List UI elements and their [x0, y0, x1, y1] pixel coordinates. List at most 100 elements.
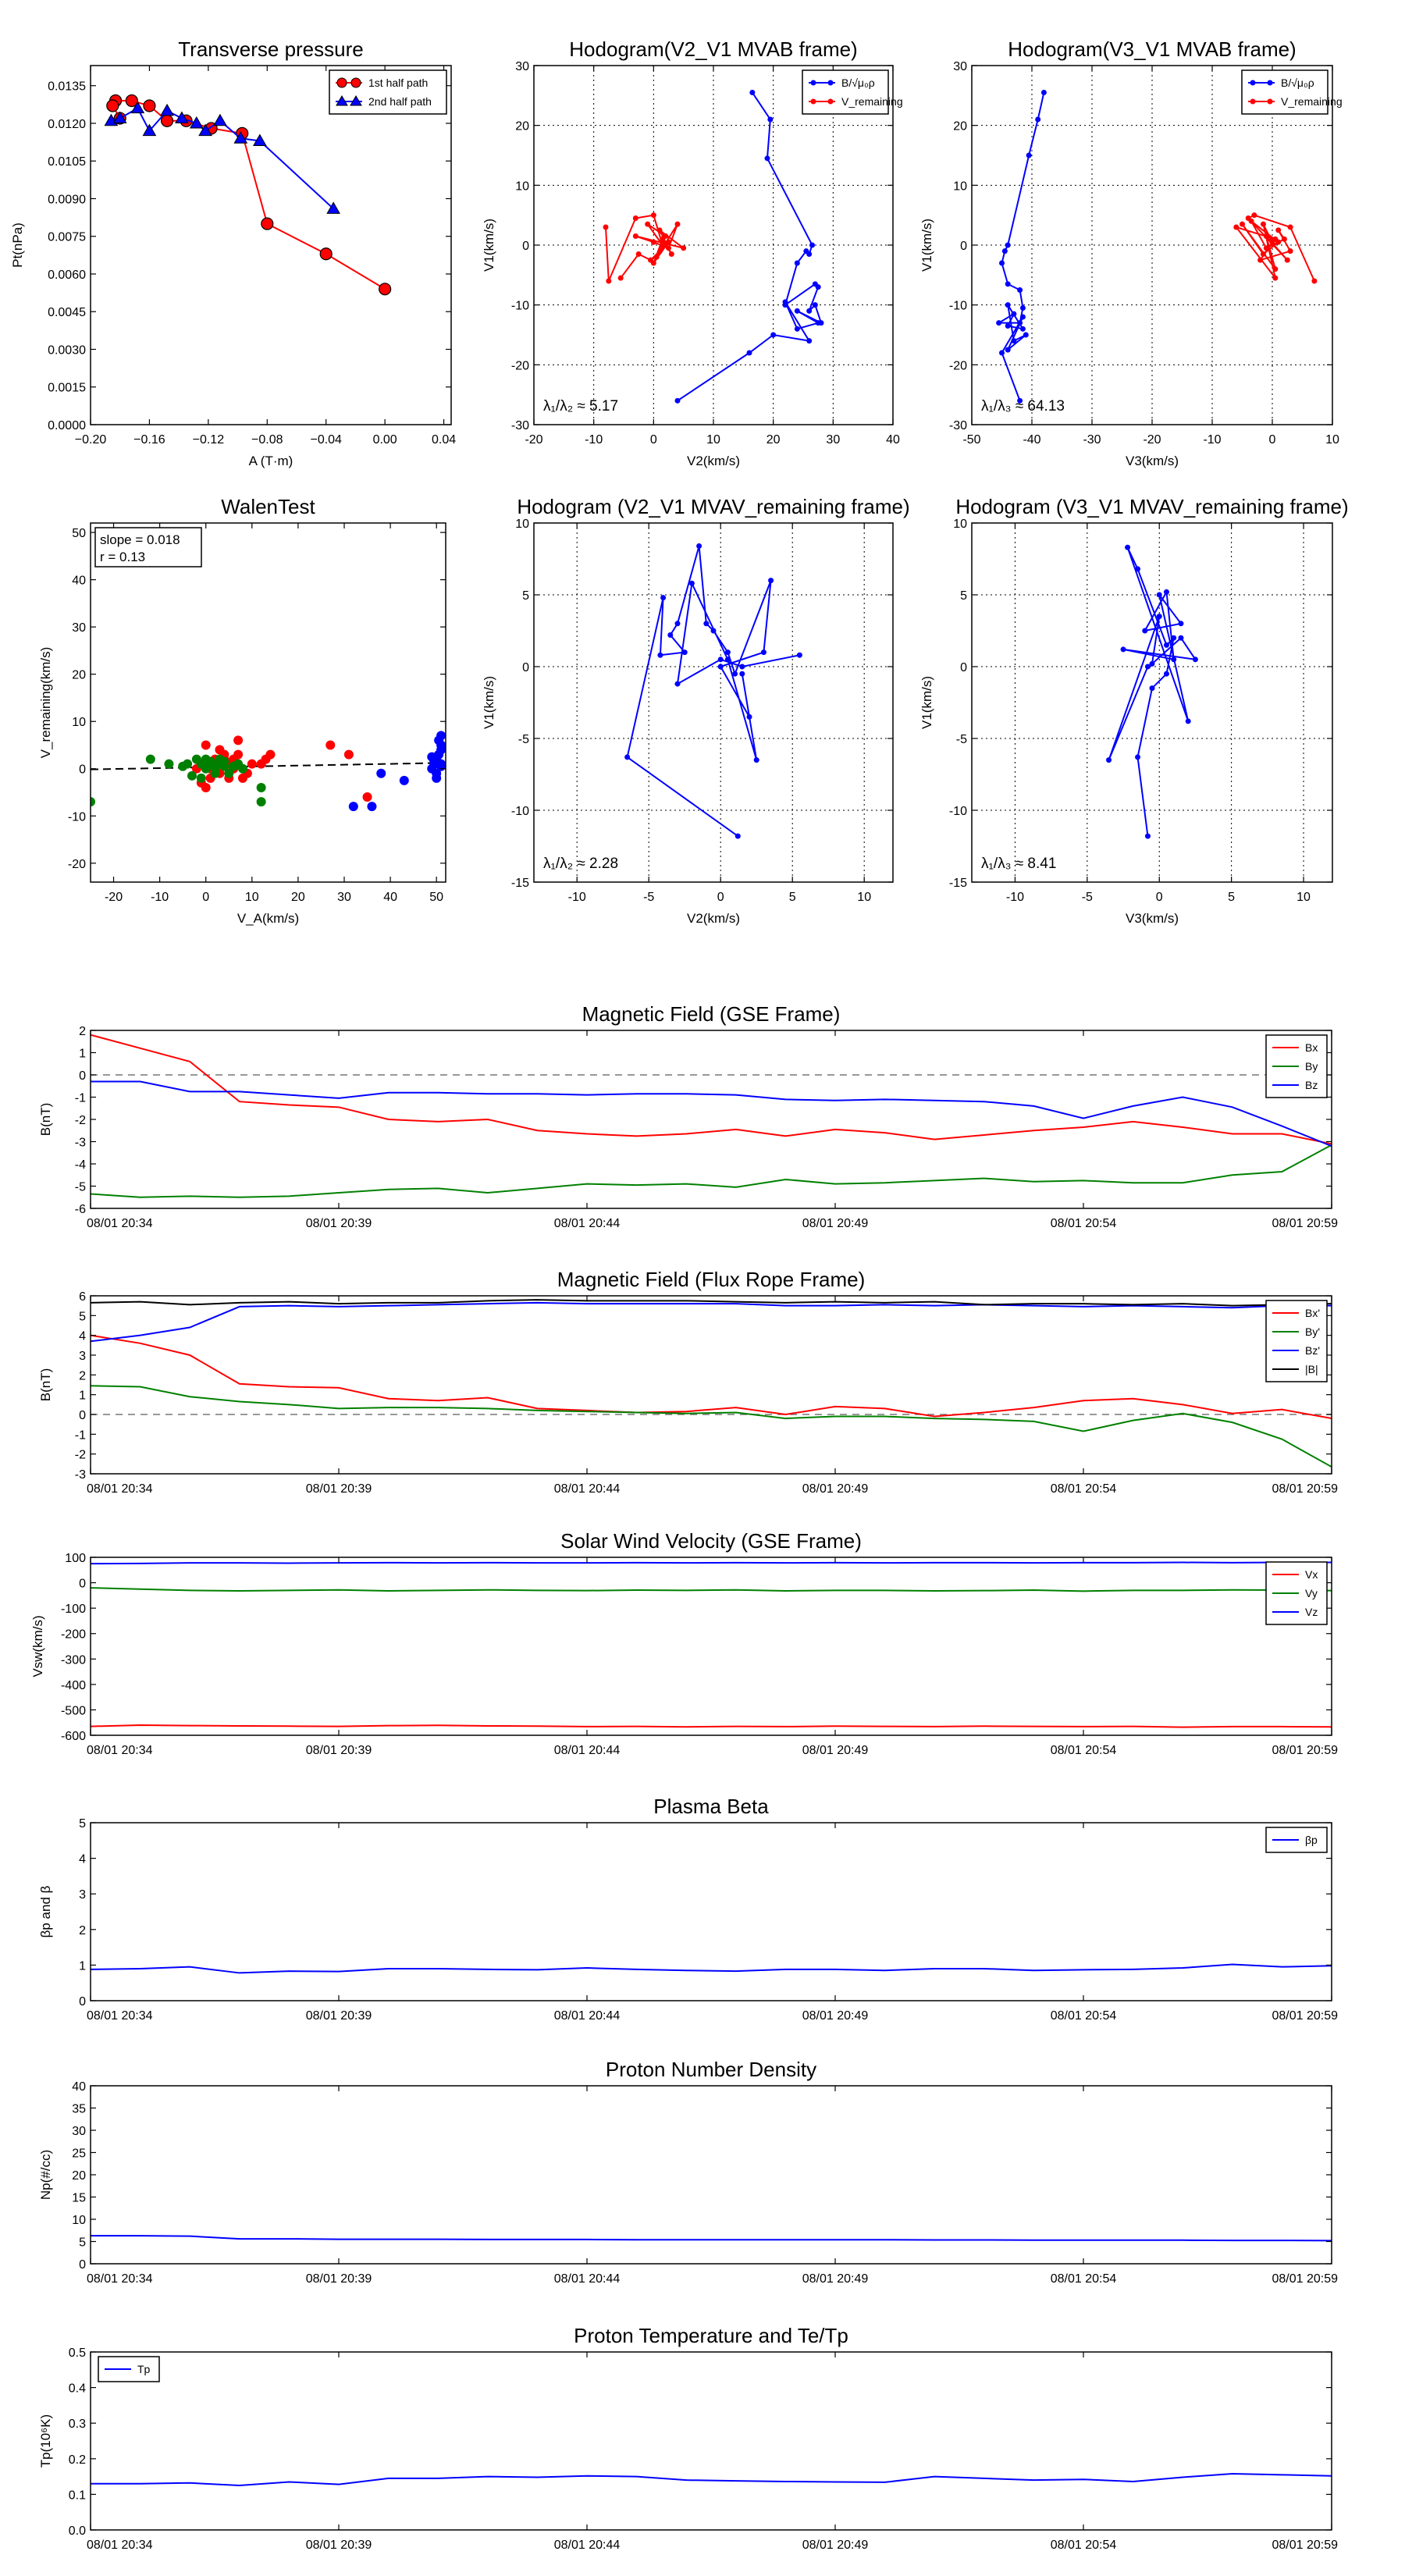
- h3-ytick-label: 5: [522, 589, 529, 603]
- beta-series-p-line: [91, 1963, 1332, 1974]
- h3-ytick-label: -5: [518, 733, 529, 746]
- walen-annotation: slope = 0.018: [100, 532, 180, 547]
- pt-series-1sthalfpath-point: [319, 247, 333, 261]
- walen-series-1-point: [238, 763, 247, 774]
- h2-series-b-point: [1026, 152, 1032, 158]
- bgse-xtick-label: 08/01 20:49: [802, 1217, 869, 1230]
- h3-series-0-point: [674, 621, 681, 627]
- pt-title: Transverse pressure: [178, 37, 363, 61]
- tp-ytick-label: 0.4: [69, 2382, 86, 2396]
- bgse-xtick-label: 08/01 20:44: [554, 1217, 621, 1230]
- h2-ytick-label: -30: [949, 419, 967, 432]
- np-xtick-label: 08/01 20:59: [1272, 2272, 1338, 2286]
- h4-series-0-point: [1149, 685, 1155, 692]
- h3-series-0-point: [657, 652, 663, 658]
- pt-series-2ndhalfpath-point: [130, 101, 145, 114]
- bfr-legend: [1265, 1300, 1328, 1382]
- np-ytick-label: 0: [79, 2258, 86, 2272]
- h3-series-0-point: [753, 757, 759, 763]
- walen-series-0-point: [233, 749, 244, 760]
- vsw-ytick-label: 0: [79, 1578, 86, 1591]
- pt-legend-label: 1st half path: [368, 76, 428, 89]
- h1-legend-marker: [827, 80, 834, 86]
- h4-ytick-label: -15: [949, 877, 967, 890]
- h3-series-0-point: [667, 632, 674, 639]
- bfr-legend-label: By': [1305, 1325, 1320, 1338]
- np-plot-area: [91, 2235, 1332, 2242]
- h4-series-0-point: [1156, 592, 1162, 598]
- pt-series-2ndhalfpath-point: [175, 111, 189, 124]
- vsw-ytick-label: -400: [61, 1679, 86, 1692]
- walen-series-2-point: [434, 735, 444, 745]
- walen-series-1-point: [256, 782, 266, 792]
- pt-xtick-label: −0.16: [133, 433, 165, 447]
- h2-legend-marker: [1250, 80, 1256, 86]
- h1-series-vremaining-point: [666, 245, 671, 251]
- walen-series-0-point: [265, 749, 276, 760]
- h3-series-0-point: [660, 595, 667, 601]
- pt-legend-marker: [336, 77, 347, 88]
- vsw-legend-label: Vz: [1305, 1606, 1318, 1618]
- tp-ytick-label: 0.2: [69, 2453, 86, 2467]
- np-ytick-label: 30: [72, 2125, 86, 2138]
- h2-series-b-point: [999, 260, 1005, 266]
- np-xtick-label: 08/01 20:39: [306, 2272, 372, 2286]
- h2-series-vremaining-point: [1287, 224, 1293, 230]
- h4-series-0-point: [1192, 656, 1198, 663]
- vsw-xtick-label: 08/01 20:49: [802, 1744, 869, 1757]
- bfr-xtick-label: 08/01 20:39: [306, 1482, 372, 1496]
- vsw-legend-label: Vx: [1305, 1568, 1318, 1581]
- pt-xtick-label: −0.04: [310, 433, 342, 447]
- np-ytick-label: 25: [72, 2147, 86, 2161]
- h4-series-0-point: [1178, 635, 1184, 641]
- h1-legend: [802, 69, 889, 115]
- h1-series-vremaining-point: [674, 221, 681, 227]
- h3-series-0-point: [717, 656, 724, 663]
- h2-series-vremaining-point: [1284, 257, 1290, 263]
- h4-ytick-label: -10: [949, 805, 967, 818]
- bfr-ytick-label: 1: [79, 1389, 86, 1403]
- h4-xtick-label: -5: [1082, 891, 1093, 904]
- h3-plot-area: [624, 543, 802, 839]
- pt-series-1sthalfpath-point: [261, 217, 274, 230]
- beta-ytick-label: 2: [79, 1924, 86, 1937]
- h1-ytick-label: 0: [522, 240, 529, 253]
- walen-chart: WalenTest -20 -10 0 10 20 30 40 50 -20 -10 0 10 20 30 4…: [38, 495, 446, 926]
- h1-series-vremaining-point: [668, 251, 674, 257]
- pt-legend-marker: [336, 95, 348, 106]
- h3-xtick-label: 5: [789, 891, 796, 904]
- h4-ytick-label: -5: [956, 733, 967, 746]
- vsw-ytick-label: -500: [61, 1704, 86, 1717]
- bgse-legend-label: Bx: [1305, 1041, 1318, 1054]
- h3-series-0-point: [717, 664, 724, 670]
- h2-legend-marker: [1267, 80, 1273, 86]
- h2-series-vremaining-point: [1311, 278, 1318, 284]
- pt-plot-area: [104, 94, 392, 296]
- h1-series-b-point: [770, 332, 777, 338]
- pt-series-2ndhalfpath-point: [252, 133, 267, 147]
- h2-series-b-point: [1017, 397, 1023, 404]
- h2-annotation: λ₁/λ₃ ≈ 64.13: [981, 398, 1065, 415]
- beta-xtick-label: 08/01 20:59: [1272, 2009, 1338, 2023]
- walen-series-2-point: [376, 768, 386, 778]
- h1-series-vremaining-point: [650, 212, 656, 219]
- h3-series-0-point: [768, 578, 774, 584]
- h2-series-vremaining-point: [1263, 233, 1269, 239]
- h4-series-0-point: [1144, 833, 1151, 839]
- walen-xtick-label: 0: [202, 891, 209, 904]
- beta-ytick-label: 3: [79, 1888, 86, 1902]
- pt-ytick-label: 0.0120: [48, 118, 86, 131]
- h3-series-0-point: [732, 671, 738, 677]
- walen-ytick-label: 40: [72, 575, 86, 588]
- h1-ytick-label: 30: [515, 60, 529, 73]
- bgse-xtick-label: 08/01 20:34: [87, 1217, 153, 1230]
- h3-series-0-point: [760, 649, 767, 656]
- pt-xtick-label: −0.12: [193, 433, 225, 447]
- bgse-axes-frame: [90, 1030, 1332, 1209]
- np-ytick-label: 15: [72, 2192, 86, 2205]
- h2-series-b-point: [1005, 323, 1011, 329]
- h1-series-vremaining-point: [632, 215, 638, 221]
- pt-ytick-label: 0.0030: [48, 343, 86, 357]
- pt-series-2ndhalfpath-point: [326, 201, 341, 214]
- walen-series-0-point: [215, 745, 225, 755]
